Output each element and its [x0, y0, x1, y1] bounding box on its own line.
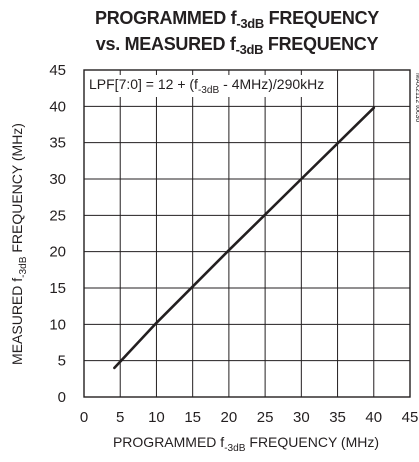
x-tick-labels: 0 5 10 15 20 25 30 35 40 45 [80, 409, 419, 426]
x-tick-label-40: 40 [365, 409, 382, 426]
y-tick-label-5: 5 [58, 353, 66, 370]
x-tick-label-10: 10 [148, 409, 165, 426]
figure-id-note: MAX2112 toc30 [414, 73, 419, 122]
x-tick-label-5: 5 [116, 409, 124, 426]
x-axis-label: PROGRAMMED f-3dB FREQUENCY (MHz) [113, 434, 379, 454]
formula-annotation: LPF[7:0] = 12 + (f-3dB - 4MHz)/290kHz [89, 76, 324, 96]
plot-frame [83, 69, 411, 398]
x-tick-label-25: 25 [257, 409, 274, 426]
y-tick-label-45: 45 [49, 62, 66, 79]
y-tick-label-40: 40 [49, 98, 66, 115]
x-tick-label-0: 0 [80, 409, 88, 426]
annotation-background [86, 75, 328, 97]
y-tick-label-0: 0 [58, 389, 66, 406]
x-tick-label-35: 35 [329, 409, 346, 426]
series-layer [113, 106, 376, 370]
x-tick-label-20: 20 [221, 409, 238, 426]
chart-title-line-1: PROGRAMMED f-3dB FREQUENCY [95, 8, 379, 31]
y-tick-label-15: 15 [49, 280, 66, 297]
chart-title-line-2: vs. MEASURED f-3dB FREQUENCY [96, 34, 379, 57]
y-tick-label-10: 10 [49, 316, 66, 333]
y-axis-label: MEASURED f-3dB FREQUENCY (MHz) [9, 123, 29, 365]
grid-lines [84, 70, 410, 397]
x-tick-label-15: 15 [184, 409, 201, 426]
y-tick-label-35: 35 [49, 135, 66, 152]
x-tick-label-30: 30 [293, 409, 310, 426]
y-tick-label-20: 20 [49, 244, 66, 261]
y-tick-labels: 0 5 10 15 20 25 30 35 40 45 [49, 62, 66, 406]
x-tick-label-45: 45 [402, 409, 419, 426]
y-tick-label-30: 30 [49, 171, 66, 188]
y-tick-label-25: 25 [49, 207, 66, 224]
series-line-1 [113, 106, 376, 370]
